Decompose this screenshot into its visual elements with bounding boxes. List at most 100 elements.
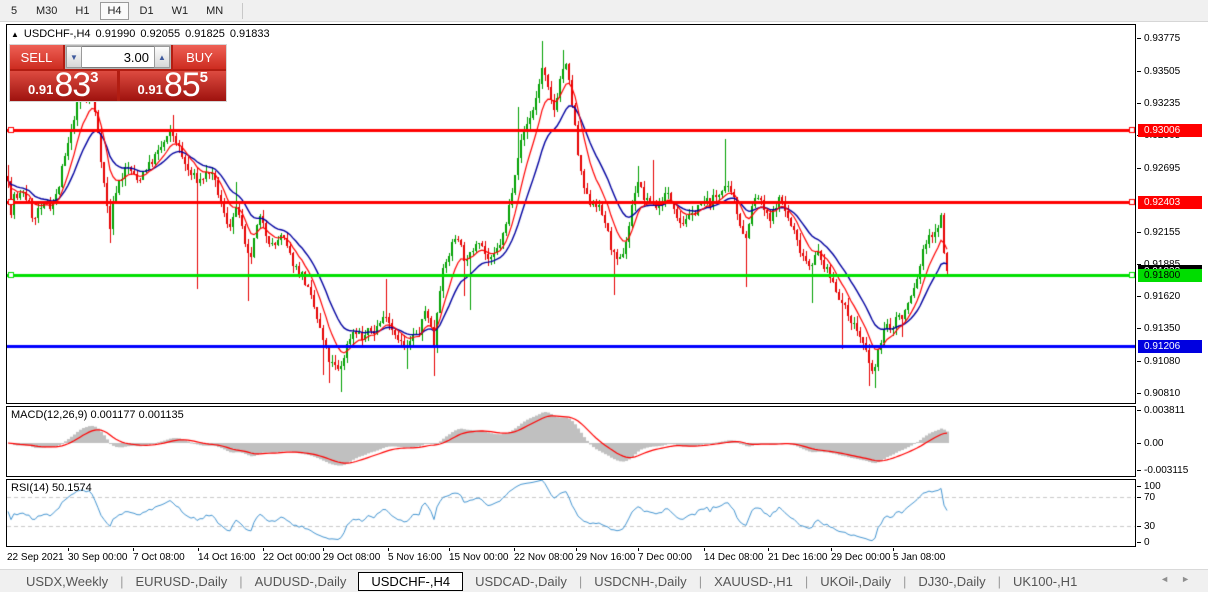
- ohlc-low: 0.91825: [185, 28, 225, 40]
- rsi-tick-label: 100: [1144, 481, 1161, 492]
- rsi-tick-dash: [1137, 542, 1141, 543]
- time-axis-tick: [831, 548, 832, 551]
- price-tick: 0.92155: [1137, 226, 1204, 239]
- price-tick: 0.93775: [1137, 32, 1204, 45]
- price-tick-dash: [1137, 296, 1141, 297]
- time-axis-label: 7 Oct 08:00: [133, 552, 185, 563]
- timeframe-button-MN[interactable]: MN: [206, 4, 224, 17]
- chart-tab-EURUSD-Daily[interactable]: EURUSD-,Daily: [135, 573, 228, 589]
- timeframe-button-D1[interactable]: D1: [139, 4, 154, 17]
- time-axis-label: 21 Dec 16:00: [768, 552, 828, 563]
- toolbar-separator: [242, 2, 244, 19]
- price-tick-dash: [1137, 328, 1141, 329]
- timeframe-button-H1[interactable]: H1: [75, 4, 90, 17]
- one-click-trading-panel: SELL ▼ 3.00 ▲ BUY 0.91 83 3 0.91 85 5: [9, 44, 227, 102]
- price-tick: 0.93505: [1137, 65, 1204, 78]
- price-tick: 0.91350: [1137, 322, 1204, 335]
- timeframe-button-W1[interactable]: W1: [171, 4, 189, 17]
- sell-button[interactable]: SELL: [10, 45, 63, 69]
- macd-tick-dash: [1137, 443, 1141, 444]
- sell-price-prefix: 0.91: [28, 82, 54, 97]
- time-axis-label: 5 Jan 08:00: [893, 552, 946, 563]
- price-tick-dash: [1137, 168, 1141, 169]
- timeframe-toolbar: 5 M30 H1 H4 D1 W1 MN: [0, 0, 1208, 22]
- chart-tab-bar: USDX,Weekly | EURUSD-,Daily | AUDUSD-,Daily U…: [0, 569, 1208, 592]
- timeframe-button-M30[interactable]: M30: [36, 4, 58, 17]
- price-tick-dash: [1137, 38, 1141, 39]
- time-axis-tick: [449, 548, 450, 551]
- rsi-label: RSI(14) 50.1574: [11, 482, 92, 494]
- time-axis-label: 30 Sep 00:00: [68, 552, 128, 563]
- time-axis-label: 15 Nov 00:00: [449, 552, 509, 563]
- macd-name: MACD(12,26,9): [11, 409, 88, 421]
- rsi-pane: RSI(14) 50.1574: [6, 479, 1136, 547]
- chart-tab-DJ30-Daily[interactable]: DJ30-,Daily: [918, 573, 986, 589]
- macd-value-signal: 0.001135: [138, 409, 184, 421]
- rsi-canvas[interactable]: [7, 480, 1135, 546]
- volume-spinner: ▼ 3.00 ▲: [65, 45, 171, 69]
- ohlc-high: 0.92055: [140, 28, 181, 40]
- time-axis-label: 22 Oct 00:00: [263, 552, 321, 563]
- rsi-axis-label: 70: [1137, 491, 1204, 504]
- tab-scroll-arrows[interactable]: ◄►: [1160, 574, 1202, 584]
- chart-window: ▲ USDCHF-,H4 0.91990 0.92055 0.91825 0.9…: [6, 24, 1204, 569]
- time-axis-tick: [893, 548, 894, 551]
- time-axis-tick: [576, 548, 577, 551]
- volume-increase-icon[interactable]: ▲: [154, 46, 170, 68]
- collapse-triangle-icon[interactable]: ▲: [11, 29, 19, 39]
- price-tick-dash: [1137, 264, 1141, 265]
- time-axis-tick: [198, 548, 199, 551]
- rsi-axis-label: 100: [1137, 480, 1204, 493]
- price-tick-dash: [1137, 103, 1141, 104]
- tab-separator: |: [804, 573, 809, 589]
- tab-separator: |: [239, 573, 243, 589]
- chart-tab-USDX-Weekly[interactable]: USDX,Weekly: [26, 573, 109, 589]
- buy-button[interactable]: BUY: [173, 45, 226, 69]
- timeframe-button-5[interactable]: 5: [10, 4, 18, 17]
- tab-separator: |: [698, 573, 703, 589]
- timeframe-button-H4[interactable]: H4: [100, 1, 129, 20]
- sell-price-big: 83: [54, 66, 91, 104]
- tab-separator: |: [997, 573, 1001, 589]
- main-chart-pane: ▲ USDCHF-,H4 0.91990 0.92055 0.91825 0.9…: [6, 24, 1136, 404]
- time-axis-tick: [514, 548, 515, 551]
- chart-title: ▲ USDCHF-,H4 0.91990 0.92055 0.91825 0.9…: [11, 28, 270, 40]
- price-tick-label: 0.91620: [1144, 291, 1181, 302]
- chart-symbol-label: USDCHF-,H4: [23, 28, 91, 40]
- macd-canvas[interactable]: [7, 407, 1135, 476]
- sell-price-pip: 3: [90, 69, 99, 86]
- chart-tab-USDCNH-Daily[interactable]: USDCNH-,Daily: [594, 573, 687, 589]
- chart-tab-USDCHF-H4[interactable]: USDCHF-,H4: [358, 571, 464, 591]
- price-tick-label: 0.91350: [1144, 323, 1181, 334]
- time-axis-label: 14 Dec 08:00: [704, 552, 764, 563]
- macd-tick-label: 0.003811: [1144, 405, 1185, 416]
- price-tick-dash: [1137, 71, 1141, 72]
- sell-price-display[interactable]: 0.91 83 3: [10, 66, 117, 104]
- price-tick-label: 0.92695: [1144, 163, 1181, 174]
- price-tick-label: 0.93235: [1144, 98, 1181, 109]
- price-axis[interactable]: 0.937750.935050.932350.929650.926950.921…: [1137, 24, 1204, 569]
- chart-tab-UKOil-Daily[interactable]: UKOil-,Daily: [820, 573, 892, 589]
- buy-price-display[interactable]: 0.91 85 5: [119, 68, 226, 102]
- time-axis[interactable]: 22 Sep 2021 30 Sep 00:00 7 Oct 08:00 14 Oct…: [6, 548, 1204, 569]
- price-badge: 0.93006: [1138, 124, 1202, 137]
- time-axis-label: 29 Nov 16:00: [576, 552, 636, 563]
- price-tick: 0.92695: [1137, 162, 1204, 175]
- chart-tab-XAUUSD-H1[interactable]: XAUUSD-,H1: [714, 573, 793, 589]
- chart-tab-UK100-H1[interactable]: UK100-,H1: [1012, 573, 1078, 589]
- time-axis-label: 22 Sep 2021: [7, 552, 64, 563]
- macd-axis-label: 0.00: [1137, 437, 1204, 450]
- price-tick-label: 0.90810: [1144, 388, 1181, 399]
- rsi-tick-dash: [1137, 486, 1141, 487]
- price-tick-label: 0.93775: [1144, 33, 1181, 44]
- volume-input[interactable]: 3.00: [82, 46, 154, 68]
- macd-axis-label: 0.003811: [1137, 404, 1204, 417]
- macd-label: MACD(12,26,9) 0.001177 0.001135: [11, 409, 184, 421]
- chart-tab-AUDUSD-Daily[interactable]: AUDUSD-,Daily: [254, 573, 347, 589]
- volume-decrease-icon[interactable]: ▼: [66, 46, 82, 68]
- chart-tab-USDCAD-Daily[interactable]: USDCAD-,Daily: [475, 573, 567, 589]
- price-tick-label: 0.93505: [1144, 66, 1181, 77]
- macd-value-main: 0.001177: [90, 409, 136, 421]
- rsi-axis-label: 30: [1137, 520, 1204, 533]
- time-axis-tick: [388, 548, 389, 551]
